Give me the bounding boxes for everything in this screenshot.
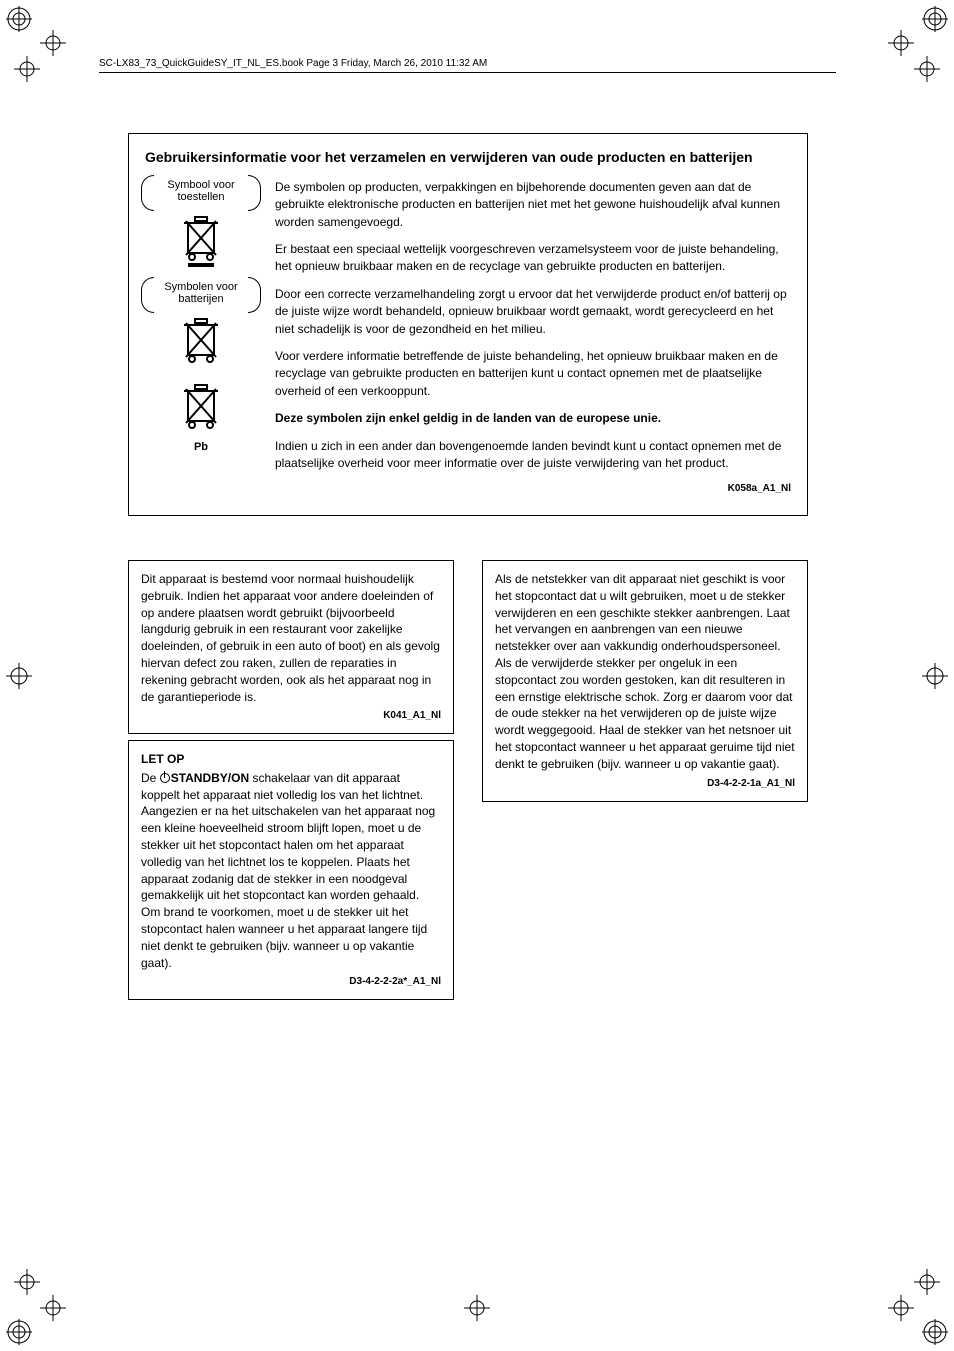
disposal-text-column: De symbolen op producten, verpakkingen e… (275, 179, 791, 497)
disposal-p3: Door een correcte verzamelhandeling zorg… (275, 286, 791, 338)
caution-lead: De (141, 771, 160, 785)
disposal-p5: Deze symbolen zijn enkel geldig in de la… (275, 410, 791, 427)
header-rule (99, 72, 836, 73)
plug-code: D3-4-2-2-1a_A1_Nl (495, 777, 795, 791)
caution-heading: LET OP (141, 751, 441, 768)
weee-bin-icon (180, 317, 222, 371)
plug-text: Als de netstekker van dit apparaat niet … (495, 572, 795, 771)
crosshair-icon (14, 1269, 40, 1295)
weee-bin-icon (180, 215, 222, 269)
household-code: K041_A1_Nl (141, 709, 441, 723)
reg-mark-icon (922, 663, 948, 689)
weee-bin-pb-icon (180, 383, 222, 437)
plug-box: Als de netstekker van dit apparaat niet … (482, 560, 808, 802)
caution-box: LET OP De STANDBY/ON schakelaar van dit … (128, 740, 454, 1000)
crosshair-icon (914, 1269, 940, 1295)
household-use-text: Dit apparaat is bestemd voor normaal hui… (141, 572, 440, 704)
disposal-columns: Symbool voor toestellen Symbolen voor ba… (145, 179, 791, 497)
running-header: SC-LX83_73_QuickGuideSY_IT_NL_ES.book Pa… (99, 58, 487, 69)
crosshair-icon (914, 56, 940, 82)
disposal-p4: Voor verdere informatie betreffende de j… (275, 348, 791, 400)
disposal-p2: Er bestaat een speciaal wettelijk voorge… (275, 241, 791, 276)
disposal-p6: Indien u zich in een ander dan bovengeno… (275, 438, 791, 473)
reg-mark-icon (922, 6, 948, 32)
disposal-info-box: Gebruikersinformatie voor het verzamelen… (128, 133, 808, 516)
disposal-p1: De symbolen op producten, verpakkingen e… (275, 179, 791, 231)
standby-label: STANDBY/ON (171, 771, 249, 785)
reg-mark-icon (6, 1319, 32, 1345)
crosshair-icon (14, 56, 40, 82)
disposal-title: Gebruikersinformatie voor het verzamelen… (145, 148, 791, 167)
caution-code: D3-4-2-2-2a*_A1_Nl (141, 975, 441, 989)
household-use-box: Dit apparaat is bestemd voor normaal hui… (128, 560, 454, 734)
symbol-battery-label: Symbolen voor batterijen (145, 281, 257, 305)
symbol-column: Symbool voor toestellen Symbolen voor ba… (145, 179, 257, 497)
disposal-code: K058a_A1_Nl (275, 482, 791, 497)
power-icon (160, 773, 170, 783)
pb-label: Pb (194, 441, 208, 453)
page-area: SC-LX83_73_QuickGuideSY_IT_NL_ES.book Pa… (40, 40, 914, 1311)
reg-mark-icon (922, 1319, 948, 1345)
reg-mark-icon (6, 6, 32, 32)
symbol-appliance-label: Symbool voor toestellen (145, 179, 257, 203)
caution-rest: schakelaar van dit apparaat koppelt het … (141, 771, 435, 970)
reg-mark-icon (6, 663, 32, 689)
